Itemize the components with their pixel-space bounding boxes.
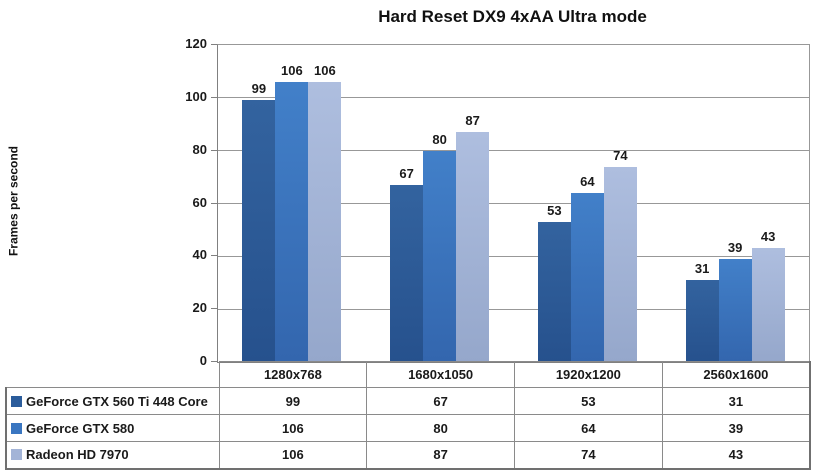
legend-cell: GeForce GTX 580 — [5, 414, 220, 442]
legend-swatch-icon — [11, 449, 22, 461]
value-cell: 106 — [218, 441, 368, 470]
chart-title: Hard Reset DX9 4xAA Ultra mode — [378, 7, 647, 26]
category-label: 2560x1600 — [661, 361, 811, 388]
value-cell: 99 — [218, 387, 368, 415]
bar-1280x768-series2 — [275, 81, 309, 362]
legend-cell: Radeon HD 7970 — [5, 441, 220, 470]
value-cell: 80 — [366, 414, 515, 442]
bar-1680x1050-series2 — [423, 150, 457, 362]
bar-value-label: 87 — [465, 113, 480, 129]
value-cell: 53 — [514, 387, 663, 415]
y-tick-mark — [211, 308, 217, 310]
value-cell: 106 — [218, 414, 368, 442]
gridline — [218, 150, 809, 152]
bar-value-label: 39 — [727, 239, 743, 255]
bar-2560x1600-series1 — [685, 280, 719, 362]
series-name: Radeon HD 7970 — [26, 447, 129, 463]
gridline — [218, 308, 809, 310]
bar-1680x1050-series1 — [390, 185, 424, 362]
bar-1280x768-series3 — [308, 81, 342, 362]
value-cell: 74 — [514, 441, 663, 470]
y-tick-label: 100 — [185, 88, 207, 104]
category-header-row: 1280x768 1680x1050 1920x1200 2560x1600 — [6, 361, 811, 388]
gridline — [218, 255, 809, 257]
bar-value-label: 74 — [613, 147, 628, 163]
y-tick-mark — [211, 202, 217, 204]
value-cell: 31 — [661, 387, 811, 415]
bar-value-label: 53 — [547, 202, 562, 218]
legend-cell: GeForce GTX 560 Ti 448 Core — [5, 387, 220, 415]
series-name: GeForce GTX 560 Ti 448 Core — [26, 393, 208, 409]
y-tick-label: 20 — [192, 300, 207, 316]
value-cell: 64 — [514, 414, 663, 442]
y-tick-mark — [211, 255, 217, 257]
bar-value-label: 99 — [251, 81, 267, 97]
y-tick-mark — [211, 44, 217, 45]
gridline — [218, 97, 809, 99]
data-table: 1280x768 1680x1050 1920x1200 2560x1600 GeFor… — [5, 361, 811, 470]
y-tick-label: 0 — [199, 353, 207, 368]
bar-1920x1200-series1 — [537, 222, 571, 362]
y-tick-label: 80 — [192, 141, 207, 157]
legend-swatch-icon — [11, 422, 22, 434]
bar-1920x1200-series2 — [570, 192, 604, 362]
value-cell: 43 — [661, 441, 811, 470]
table-row: GeForce GTX 580 106 80 64 39 — [5, 414, 811, 442]
bar-value-label: 106 — [314, 62, 336, 78]
bar-value-label: 80 — [432, 131, 447, 147]
bar-value-label: 31 — [694, 261, 710, 277]
bar-2560x1600-series2 — [718, 258, 752, 362]
bar-value-label: 43 — [760, 229, 776, 245]
legend-swatch-icon — [11, 395, 22, 407]
value-cell: 87 — [366, 441, 515, 470]
y-axis-title: Frames per second — [6, 145, 21, 257]
bar-1680x1050-series3 — [456, 132, 490, 362]
category-label: 1920x1200 — [514, 361, 663, 388]
y-tick-mark — [211, 149, 217, 151]
bar-1920x1200-series3 — [603, 166, 637, 362]
y-tick-label: 120 — [185, 36, 207, 51]
value-cell: 39 — [661, 414, 811, 442]
series-name: GeForce GTX 580 — [26, 420, 135, 436]
table-row: Radeon HD 7970 106 87 74 43 — [5, 441, 811, 470]
value-cell: 67 — [366, 387, 515, 415]
y-tick-mark — [211, 96, 217, 98]
bar-value-label: 106 — [281, 62, 303, 78]
plot-area: 99 106 106 67 80 87 53 64 74 31 39 43 — [217, 44, 810, 363]
gridline — [218, 203, 809, 204]
bar-1280x768-series1 — [242, 100, 276, 362]
category-label: 1280x768 — [218, 361, 368, 388]
table-corner-cell — [6, 361, 220, 388]
table-row: GeForce GTX 560 Ti 448 Core 99 67 53 31 — [5, 387, 811, 415]
category-label: 1680x1050 — [366, 361, 515, 388]
bar-value-label: 64 — [580, 173, 595, 189]
y-tick-label: 40 — [192, 247, 207, 263]
bar-value-label: 67 — [399, 166, 414, 181]
y-tick-label: 60 — [192, 194, 207, 210]
bar-2560x1600-series3 — [751, 248, 785, 362]
table-body: 1280x768 1680x1050 1920x1200 2560x1600 GeFor… — [5, 361, 811, 470]
